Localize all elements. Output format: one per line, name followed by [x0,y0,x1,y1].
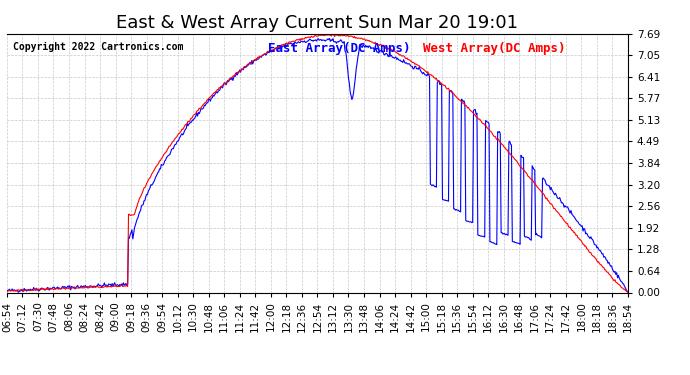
Text: East Array(DC Amps): East Array(DC Amps) [268,42,411,54]
Title: East & West Array Current Sun Mar 20 19:01: East & West Array Current Sun Mar 20 19:… [117,14,518,32]
Text: West Array(DC Amps): West Array(DC Amps) [423,42,566,54]
Text: Copyright 2022 Cartronics.com: Copyright 2022 Cartronics.com [13,42,184,51]
